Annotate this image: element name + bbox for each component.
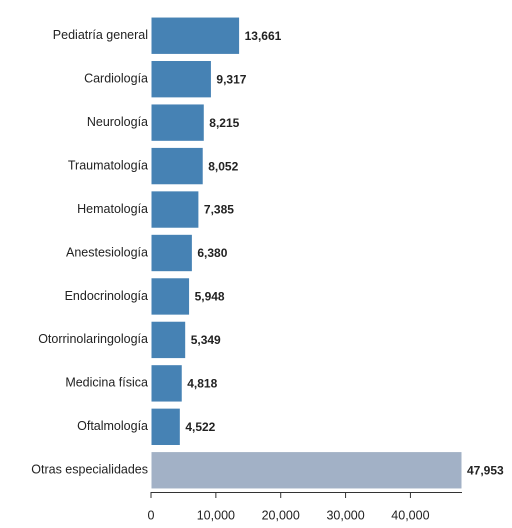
x-tick-label: 30,000 xyxy=(326,508,364,522)
value-label: 7,385 xyxy=(204,203,234,217)
value-label: 5,349 xyxy=(191,333,221,347)
category-label: Pediatría general xyxy=(53,28,148,42)
bar xyxy=(150,190,200,229)
bar xyxy=(150,451,463,490)
value-label: 8,215 xyxy=(209,116,239,130)
value-label: 8,052 xyxy=(208,159,238,173)
bar xyxy=(150,233,193,273)
value-label: 47,953 xyxy=(467,463,504,477)
bar xyxy=(150,277,191,316)
bar xyxy=(150,16,241,55)
category-label: Hematología xyxy=(77,202,148,216)
x-tick-label: 10,000 xyxy=(197,508,235,522)
category-label: Oftalmología xyxy=(77,419,148,433)
bar xyxy=(150,320,187,360)
value-label: 4,522 xyxy=(185,420,215,434)
x-tick-label: 20,000 xyxy=(262,508,300,522)
x-tick-label: 0 xyxy=(148,508,155,522)
category-label: Endocrinología xyxy=(65,289,148,303)
bar xyxy=(150,103,205,142)
bar xyxy=(150,59,212,99)
x-tick-label: 40,000 xyxy=(391,508,429,522)
category-label: Otras especialidades xyxy=(31,463,148,477)
bar xyxy=(150,146,204,186)
category-label: Anestesiología xyxy=(66,245,148,259)
category-label: Neurología xyxy=(87,115,148,129)
value-label: 5,948 xyxy=(195,290,225,304)
value-label: 6,380 xyxy=(197,246,227,260)
value-label: 13,661 xyxy=(245,29,282,43)
category-label: Cardiología xyxy=(84,71,148,85)
value-label: 4,818 xyxy=(187,377,217,391)
category-label: Otorrinolaringología xyxy=(38,332,148,346)
category-label: Traumatología xyxy=(68,158,148,172)
category-label: Medicina física xyxy=(65,376,148,390)
value-label: 9,317 xyxy=(216,72,246,86)
bar xyxy=(150,364,183,403)
bar xyxy=(150,407,181,447)
